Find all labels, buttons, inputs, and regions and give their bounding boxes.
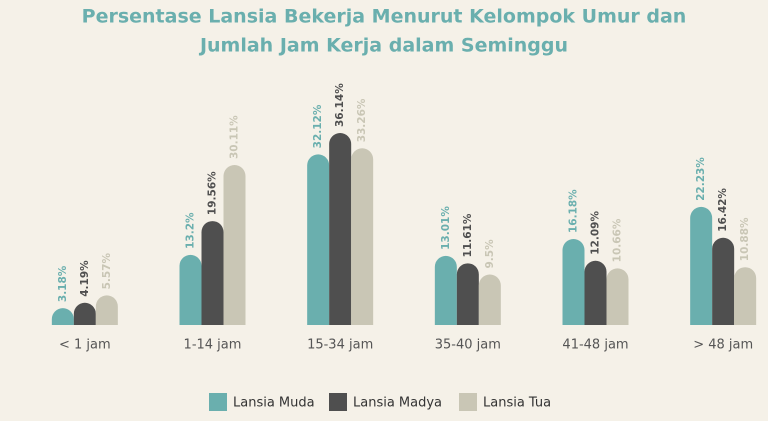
legend-swatch [329, 393, 347, 411]
data-label: 10.88% [739, 217, 751, 261]
bar [179, 254, 202, 325]
bar [51, 308, 74, 325]
legend-label: Lansia Muda [233, 396, 315, 411]
bar [329, 133, 352, 325]
data-label: 9.5% [484, 239, 496, 269]
legend-swatch [459, 393, 477, 411]
data-label: 16.18% [568, 189, 580, 233]
data-label: 36.14% [334, 83, 346, 127]
data-label: 13.2% [185, 212, 197, 249]
bar [712, 237, 735, 325]
bar [562, 239, 585, 325]
bar [434, 255, 457, 325]
bar [456, 263, 479, 325]
x-tick-label: 15-34 jam [307, 338, 373, 353]
bar [478, 274, 501, 325]
bar [584, 260, 607, 325]
x-tick-label: < 1 jam [59, 338, 111, 353]
bar [351, 148, 374, 325]
bar [73, 302, 96, 325]
data-label: 33.26% [356, 98, 368, 142]
legend-label: Lansia Madya [353, 396, 442, 411]
data-label: 4.19% [79, 260, 91, 297]
data-label: 13.01% [440, 206, 452, 250]
bar [201, 221, 224, 325]
bar [734, 267, 757, 325]
data-label: 5.57% [101, 253, 113, 290]
bar [307, 154, 330, 325]
x-tick-label: 1-14 jam [184, 338, 242, 353]
chart-title: Jumlah Jam Kerja dalam Seminggu [198, 35, 568, 57]
data-label: 32.12% [312, 104, 324, 148]
bar [606, 268, 629, 325]
x-tick-label: 41-48 jam [562, 338, 628, 353]
x-tick-label: > 48 jam [693, 338, 753, 353]
data-label: 30.11% [229, 115, 241, 159]
bar [223, 165, 246, 325]
data-label: 22.23% [695, 157, 707, 201]
data-label: 3.18% [57, 265, 69, 302]
legend-swatch [209, 393, 227, 411]
legend-label: Lansia Tua [483, 396, 551, 411]
data-label: 11.61% [462, 213, 474, 257]
data-label: 19.56% [207, 171, 219, 215]
data-label: 12.09% [590, 211, 602, 255]
data-label: 10.66% [612, 218, 624, 262]
x-tick-label: 35-40 jam [435, 338, 501, 353]
bar [690, 206, 713, 325]
data-label: 16.42% [717, 188, 729, 232]
chart-title: Persentase Lansia Bekerja Menurut Kelomp… [82, 6, 687, 28]
bar [95, 295, 118, 325]
